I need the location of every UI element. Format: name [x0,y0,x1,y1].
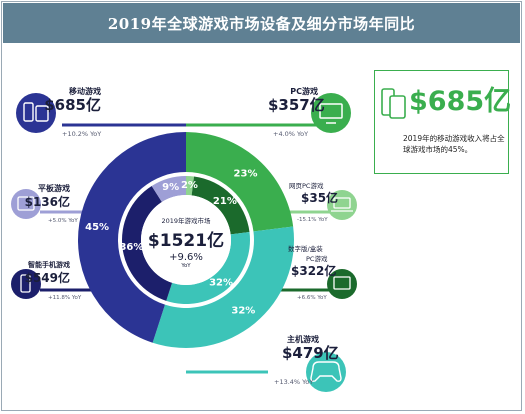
label-pc-value: $357亿 [268,96,325,114]
label-browser: 网页PC游戏 $35亿 [289,180,338,206]
category-icons [11,93,357,392]
center-growth: +9.6% [169,252,203,263]
inner-percent-label: 32% [209,277,233,288]
label-phone-value: $549亿 [24,271,70,285]
tablet-shape [17,196,35,211]
title-bar: 2019年全球游戏市场设备及细分市场年同比 [3,3,520,43]
label-boxed-yoy-text: +6.6% YoY [297,295,327,301]
outer-slice [186,132,294,232]
smartphone-icon [11,269,41,299]
phone-shape [23,102,34,122]
callout-desc: 2019年的移动游戏收入将占全球游戏市场的45%。 [403,134,505,154]
inner-percent-label: 36% [119,242,143,253]
outer-slice [77,132,186,343]
inner-percent-label: 9% [162,182,179,193]
donut-hole [141,195,231,285]
center-name: 2019年游戏市场 [161,217,211,225]
callout-value: $685亿 [409,86,512,117]
pc-monitor-icon [311,93,351,133]
inner-slice [186,176,195,196]
label-console: 主机游戏 $479亿 [282,334,339,361]
inner-slice [166,231,250,304]
outer-ring [77,132,294,349]
label-boxed-value: $322亿 [291,264,337,278]
label-mobile: 移动游戏 $685亿 [44,86,101,113]
inner-ring [122,176,250,304]
label-browser-yoy: -15.1% YoY [297,217,328,223]
label-tablet-yoy-text: +5.0% YoY [48,218,78,224]
outer-slice [152,226,294,349]
label-phone: 智能手机游戏 $549亿 [25,260,70,286]
label-browser-yoy-text: -15.1% YoY [297,217,328,223]
label-phone-yoy-text: +11.8% YoY [48,295,82,301]
inner-slice [122,185,173,301]
phone-shape [20,274,31,293]
label-mobile-yoy-text: +10.2% YoY [62,130,102,138]
label-phone-yoy: +11.8% YoY [48,295,81,301]
monitor-shape [319,103,343,119]
devices-icon [381,88,406,119]
inner-percent-label: 2% [181,180,198,191]
callout-box: $685亿 2019年的移动游戏收入将占全球游戏市场的45%。 [374,70,512,174]
inner-slice [151,176,186,203]
outer-percent-label: 23% [234,168,258,179]
label-console-yoy: +13.4% YoY [274,378,313,386]
label-tablet-value: $136亿 [24,195,70,209]
label-pc-yoy-text: +4.0% YoY [273,130,309,138]
label-console-yoy-text: +13.4% YoY [274,378,314,386]
label-mobile-name: 移动游戏 [69,87,101,96]
outer-percent-label: 32% [231,305,255,316]
donut-center: 2019年游戏市场 $1521亿 +9.6% YoY [140,215,232,269]
tablet-icon [11,189,41,219]
label-browser-name: 网页PC游戏 [289,182,324,190]
tablet-shape [35,105,49,122]
label-mobile-value: $685亿 [44,96,101,114]
label-boxed-name-1: 数字版/盒装 [288,245,323,253]
label-boxed-name-2: PC游戏 [306,255,328,263]
center-total: $1521亿 [147,231,225,251]
center-yoy: YoY [181,263,191,269]
label-browser-value: $35亿 [301,191,339,205]
box-shape [333,276,351,290]
label-console-value: $479亿 [282,344,339,362]
outer-percent-label: 45% [85,222,109,233]
label-pc: PC游戏 $357亿 [268,86,325,113]
percent-labels: 23% 32% 45% 2% 21% 32% 36% 9% [85,168,257,316]
label-tablet: 平板游戏 $136亿 [25,183,70,210]
label-pc-yoy: +4.0% YoY [273,130,308,138]
label-console-name: 主机游戏 [287,335,319,344]
chart-title: 2019年全球游戏市场设备及细分市场年同比 [107,14,416,33]
gamepad-shape [310,361,342,382]
inner-percent-label: 21% [213,196,237,207]
label-tablet-name: 平板游戏 [38,184,70,193]
inner-slice [191,176,250,235]
label-pc-name: PC游戏 [290,87,318,96]
laptop-screen [333,197,351,209]
label-boxed: 数字版/盒装 PC游戏 $322亿 [288,243,336,279]
label-boxed-yoy: +6.6% YoY [297,295,327,301]
label-phone-name: 智能手机游戏 [28,261,70,269]
label-mobile-yoy: +10.2% YoY [62,130,101,138]
label-tablet-yoy: +5.0% YoY [48,218,78,224]
